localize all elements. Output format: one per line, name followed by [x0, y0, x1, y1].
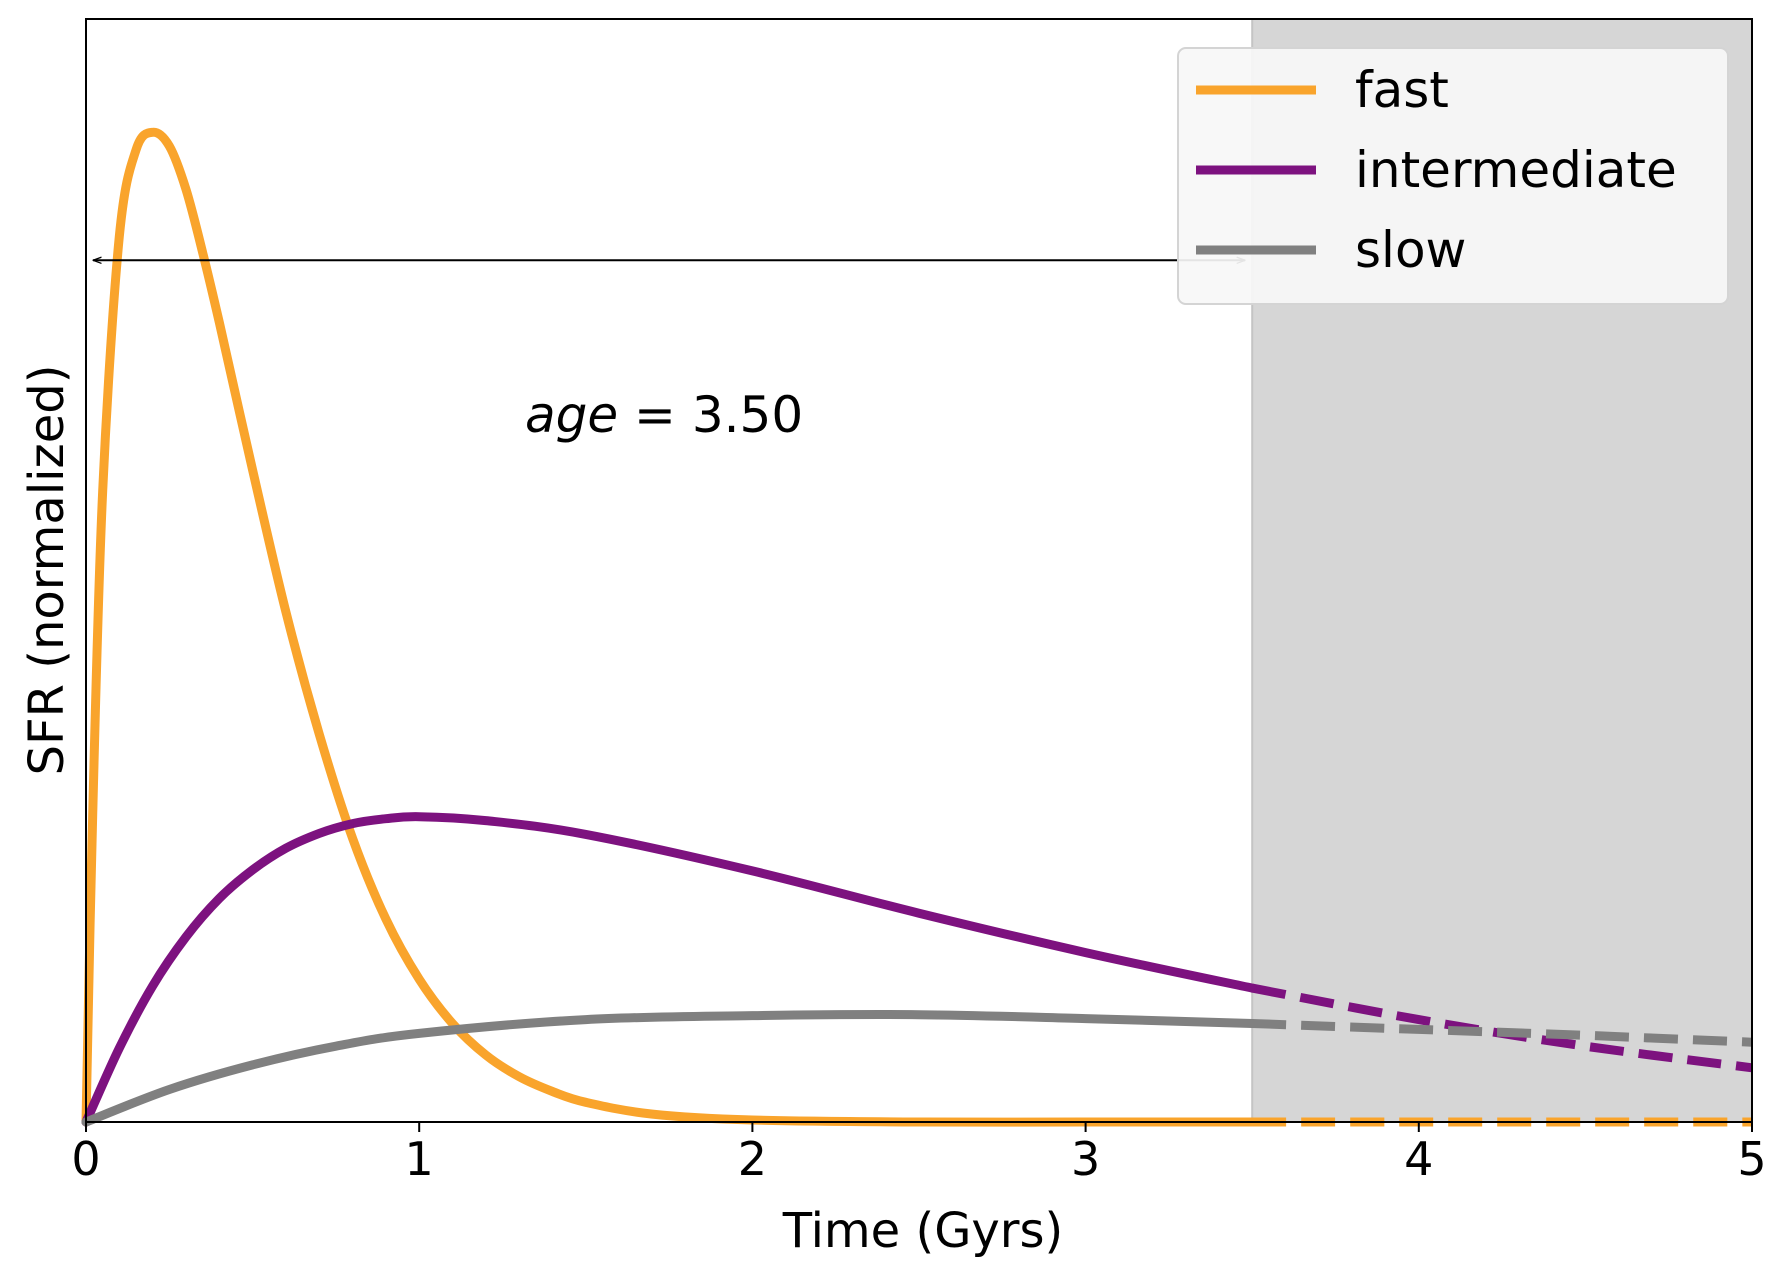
series-line-fast: [81, 127, 1257, 1127]
age-annotation-value: = 3.50: [618, 386, 803, 444]
series-line-intermediate-dashed: [1251, 983, 1753, 1073]
y-axis-label: SFR (normalized): [19, 365, 75, 776]
x-axis-label: Time (Gyrs): [782, 1203, 1064, 1259]
x-tick-label: 1: [405, 1132, 434, 1186]
x-tick-label: 3: [1071, 1132, 1100, 1186]
legend-label-slow: slow: [1355, 221, 1466, 279]
legend-box: [1177, 47, 1729, 305]
x-tick-label: 0: [71, 1132, 100, 1186]
axes-frame: [85, 18, 1753, 1123]
legend-label-intermediate: intermediate: [1355, 141, 1677, 199]
legend-label-fast: fast: [1355, 61, 1449, 119]
age-annotation-italic: age: [525, 386, 618, 444]
series-line-slow-dashed: [1252, 1019, 1753, 1047]
x-tick-label: 5: [1737, 1132, 1766, 1186]
x-tick-label: 2: [738, 1132, 767, 1186]
series-line-slow: [81, 1010, 1257, 1127]
legend: fast intermediate slow: [1177, 47, 1729, 305]
age-annotation: age = 3.50: [525, 386, 803, 444]
series-line-intermediate: [81, 812, 1257, 1127]
x-tick-label: 4: [1404, 1132, 1433, 1186]
axes: 0 1 2 3 4 5 Time (Gyrs) SFR (normalized): [19, 18, 1767, 1259]
